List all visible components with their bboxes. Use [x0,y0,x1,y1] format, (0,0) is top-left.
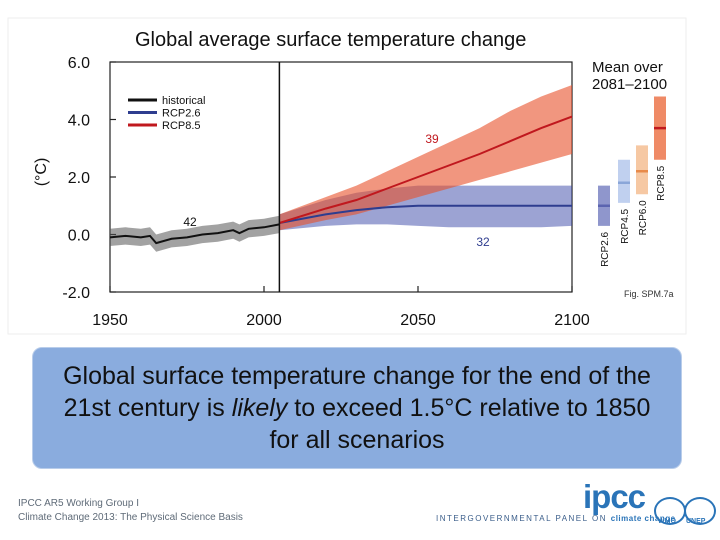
ipcc-logo: ipcc [583,478,646,515]
summary-text-before: Global surface temperature change for th… [63,362,651,422]
x-tick-label: 2000 [246,312,282,329]
x-tick-label: 2050 [400,312,436,329]
band-historical [110,215,280,252]
summary-text-emphasis: likely [231,394,288,422]
temperature-chart: Global average surface temperature chang… [7,17,687,335]
y-tick-label: 0.0 [68,228,90,245]
side-panel-title-line1: Mean over [592,59,663,76]
unep-label: UNEP [686,518,706,525]
summary-text: Global surface temperature change for th… [33,360,681,456]
figure-reference: Fig. SPM.7a [624,289,674,299]
legend-label-rcp85: RCP8.5 [162,120,201,132]
ipcc-tagline: INTERGOVERNMENTAL PANEL ON climate chang… [436,514,676,523]
plot-frame [109,61,573,293]
side-panel-title-line2: 2081–2100 [592,76,667,93]
footer-line-2: Climate Change 2013: The Physical Scienc… [18,512,243,523]
unep-logo-icon [684,497,716,525]
series-line-historical [109,223,280,245]
legend-label-rcp26: RCP2.6 [162,108,201,120]
summary-text-after: to exceed 1.5°C relative to 1850 for all… [269,394,651,454]
x-tick-label: 1950 [92,312,128,329]
side-bar-label-rcp85: RCP8.5 [656,165,667,200]
legend-label-historical: historical [162,95,205,107]
side-bar-rcp45 [618,159,630,203]
side-bar-label-rcp45: RCP4.5 [620,208,631,243]
model-count-rcp26: 32 [476,235,490,249]
y-tick-label: 6.0 [68,55,90,72]
wmo-label: WMO [658,518,676,525]
series-line-rcp26 [279,204,572,224]
side-bar-label-rcp60: RCP6.0 [638,200,649,235]
summary-banner: Global surface temperature change for th… [32,347,682,469]
model-count-rcp85: 39 [425,132,439,146]
x-tick-label: 2100 [554,312,590,329]
y-tick-label: 4.0 [68,113,90,130]
side-bar-label-rcp26: RCP2.6 [600,231,611,266]
y-axis-label: (°C) [33,158,50,187]
y-tick-label: 2.0 [68,170,90,187]
ipcc-tagline-prefix: INTERGOVERNMENTAL PANEL ON [436,514,611,523]
band-rcp85 [279,85,572,231]
footer-line-1: IPCC AR5 Working Group I [18,498,139,509]
y-tick-label: -2.0 [62,285,90,302]
side-bar-rcp60 [636,145,648,195]
series-line-rcp85 [279,115,573,224]
chart-title: Global average surface temperature chang… [135,29,526,51]
footer-credit: IPCC AR5 Working Group I Climate Change … [18,497,243,525]
ipcc-tagline-suffix: climate change [610,514,676,523]
model-count-historical: 42 [183,215,197,229]
